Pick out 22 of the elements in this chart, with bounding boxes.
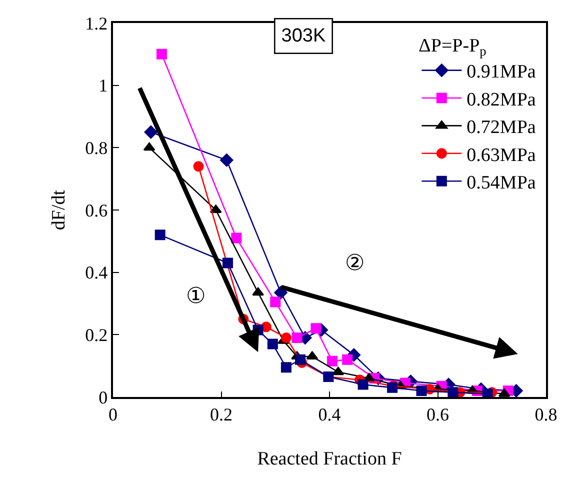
x-tick-label: 0.4 [318,404,341,424]
y-tick-label: 1 [98,76,108,96]
legend-label: 0.91MPa [466,62,536,83]
x-tick-label: 0.8 [534,404,558,424]
y-tick-label: 1.2 [85,13,108,34]
annotation: ② [345,250,365,275]
legend-title: ΔP=P-P$_{p}$ [418,35,487,58]
y-tick-label: 0.4 [85,262,108,283]
annotation: ① [186,283,206,308]
y-axis-title: dF/dt [48,189,70,230]
annotation: 303K [281,25,326,46]
x-tick-label: 0.6 [426,404,449,424]
legend-label: 0.82MPa [466,89,536,110]
legend-label: 0.72MPa [466,117,536,138]
x-tick-label: 0.2 [210,404,232,424]
y-tick-label: 0 [98,387,108,408]
y-tick-label: 0.2 [85,324,108,345]
x-axis-title: Reacted Fraction F [257,448,402,470]
legend-label: 0.54MPa [466,172,536,194]
y-tick-label: 0.8 [85,138,108,158]
legend-label: 0.63MPa [466,144,536,166]
y-tick-label: 0.6 [85,200,108,220]
